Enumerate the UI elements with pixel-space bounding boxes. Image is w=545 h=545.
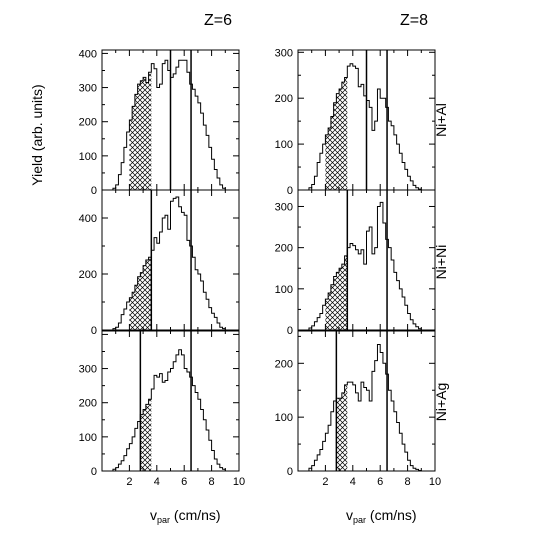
- x-axis-title-unit: (cm/ns): [366, 507, 417, 523]
- y-tick-label: 300: [79, 364, 97, 376]
- x-tick-label: 4: [154, 476, 160, 488]
- hatched-region: [140, 399, 152, 471]
- x-tick-label: 8: [405, 476, 411, 488]
- row-label-ni-al: Ni+Al: [433, 103, 449, 137]
- y-tick-label: 100: [275, 412, 293, 424]
- y-tick-label: 100: [275, 139, 293, 151]
- histogram-line: [308, 63, 422, 190]
- panel-frame: [297, 330, 436, 472]
- x-tick-label: 4: [350, 476, 356, 488]
- y-tick-label: 0: [287, 185, 293, 197]
- y-tick-label: 100: [275, 284, 293, 296]
- y-tick-label: 200: [79, 117, 97, 129]
- panel-frame: [101, 330, 240, 472]
- y-tick-label: 0: [287, 466, 293, 478]
- x-axis-title-sub: par: [353, 515, 366, 525]
- histogram-panels: 0100200300400010020030002004000100200300…: [79, 47, 441, 488]
- y-tick-label: 200: [79, 269, 97, 281]
- x-tick-label: 10: [429, 476, 441, 488]
- x-tick-label: 2: [126, 476, 132, 488]
- panel-2: 0 100 200 300: [275, 47, 436, 197]
- panel-1: 0 100 200 300 400: [79, 48, 240, 197]
- y-tick-label: 400: [79, 213, 97, 225]
- y-tick-label: 300: [275, 47, 293, 59]
- x-axis-title-main: v: [346, 507, 353, 523]
- y-tick-label: 200: [275, 358, 293, 370]
- x-tick-label: 8: [209, 476, 215, 488]
- x-axis-title-main: v: [150, 507, 157, 523]
- hatched-region: [129, 72, 152, 190]
- x-tick-label: 2: [322, 476, 328, 488]
- y-axis-title: Yield (arb. units): [29, 84, 45, 185]
- column-label-z8: Z=8: [400, 12, 428, 29]
- y-tick-label: 0: [91, 325, 97, 337]
- hatched-region: [325, 77, 348, 190]
- x-tick-label: 10: [233, 476, 245, 488]
- x-axis-title-left: vpar (cm/ns): [150, 507, 221, 525]
- x-tick-label: 6: [377, 476, 383, 488]
- hatched-region: [325, 255, 348, 330]
- y-tick-label: 200: [79, 398, 97, 410]
- histogram-line: [308, 343, 422, 471]
- y-tick-label: 200: [275, 93, 293, 105]
- x-axis-title-sub: par: [157, 515, 170, 525]
- panel-3: 0 200 400: [79, 189, 240, 337]
- histogram-line: [112, 349, 226, 471]
- x-axis-title-unit: (cm/ns): [170, 507, 221, 523]
- histogram-line: [308, 201, 422, 330]
- histogram-line: [112, 59, 226, 190]
- y-tick-label: 300: [79, 83, 97, 95]
- row-label-ni-ag: Ni+Ag: [433, 383, 449, 422]
- histogram-line: [112, 196, 226, 330]
- panel-4: 0 100 200 300: [275, 189, 436, 337]
- y-tick-label: 100: [79, 151, 97, 163]
- x-axis-title-right: vpar (cm/ns): [346, 507, 417, 525]
- y-tick-label: 0: [287, 325, 293, 337]
- y-tick-label: 200: [275, 243, 293, 255]
- row-label-ni-ni: Ni+Ni: [433, 245, 449, 280]
- y-tick-label: 0: [91, 185, 97, 197]
- y-tick-label: 0: [91, 466, 97, 478]
- x-tick-label: 6: [181, 476, 187, 488]
- y-tick-label: 100: [79, 432, 97, 444]
- y-tick-label: 400: [79, 48, 97, 60]
- y-tick-label: 300: [275, 201, 293, 213]
- hatched-region: [336, 384, 348, 471]
- column-label-z6: Z=6: [204, 12, 232, 29]
- hatched-region: [129, 257, 152, 330]
